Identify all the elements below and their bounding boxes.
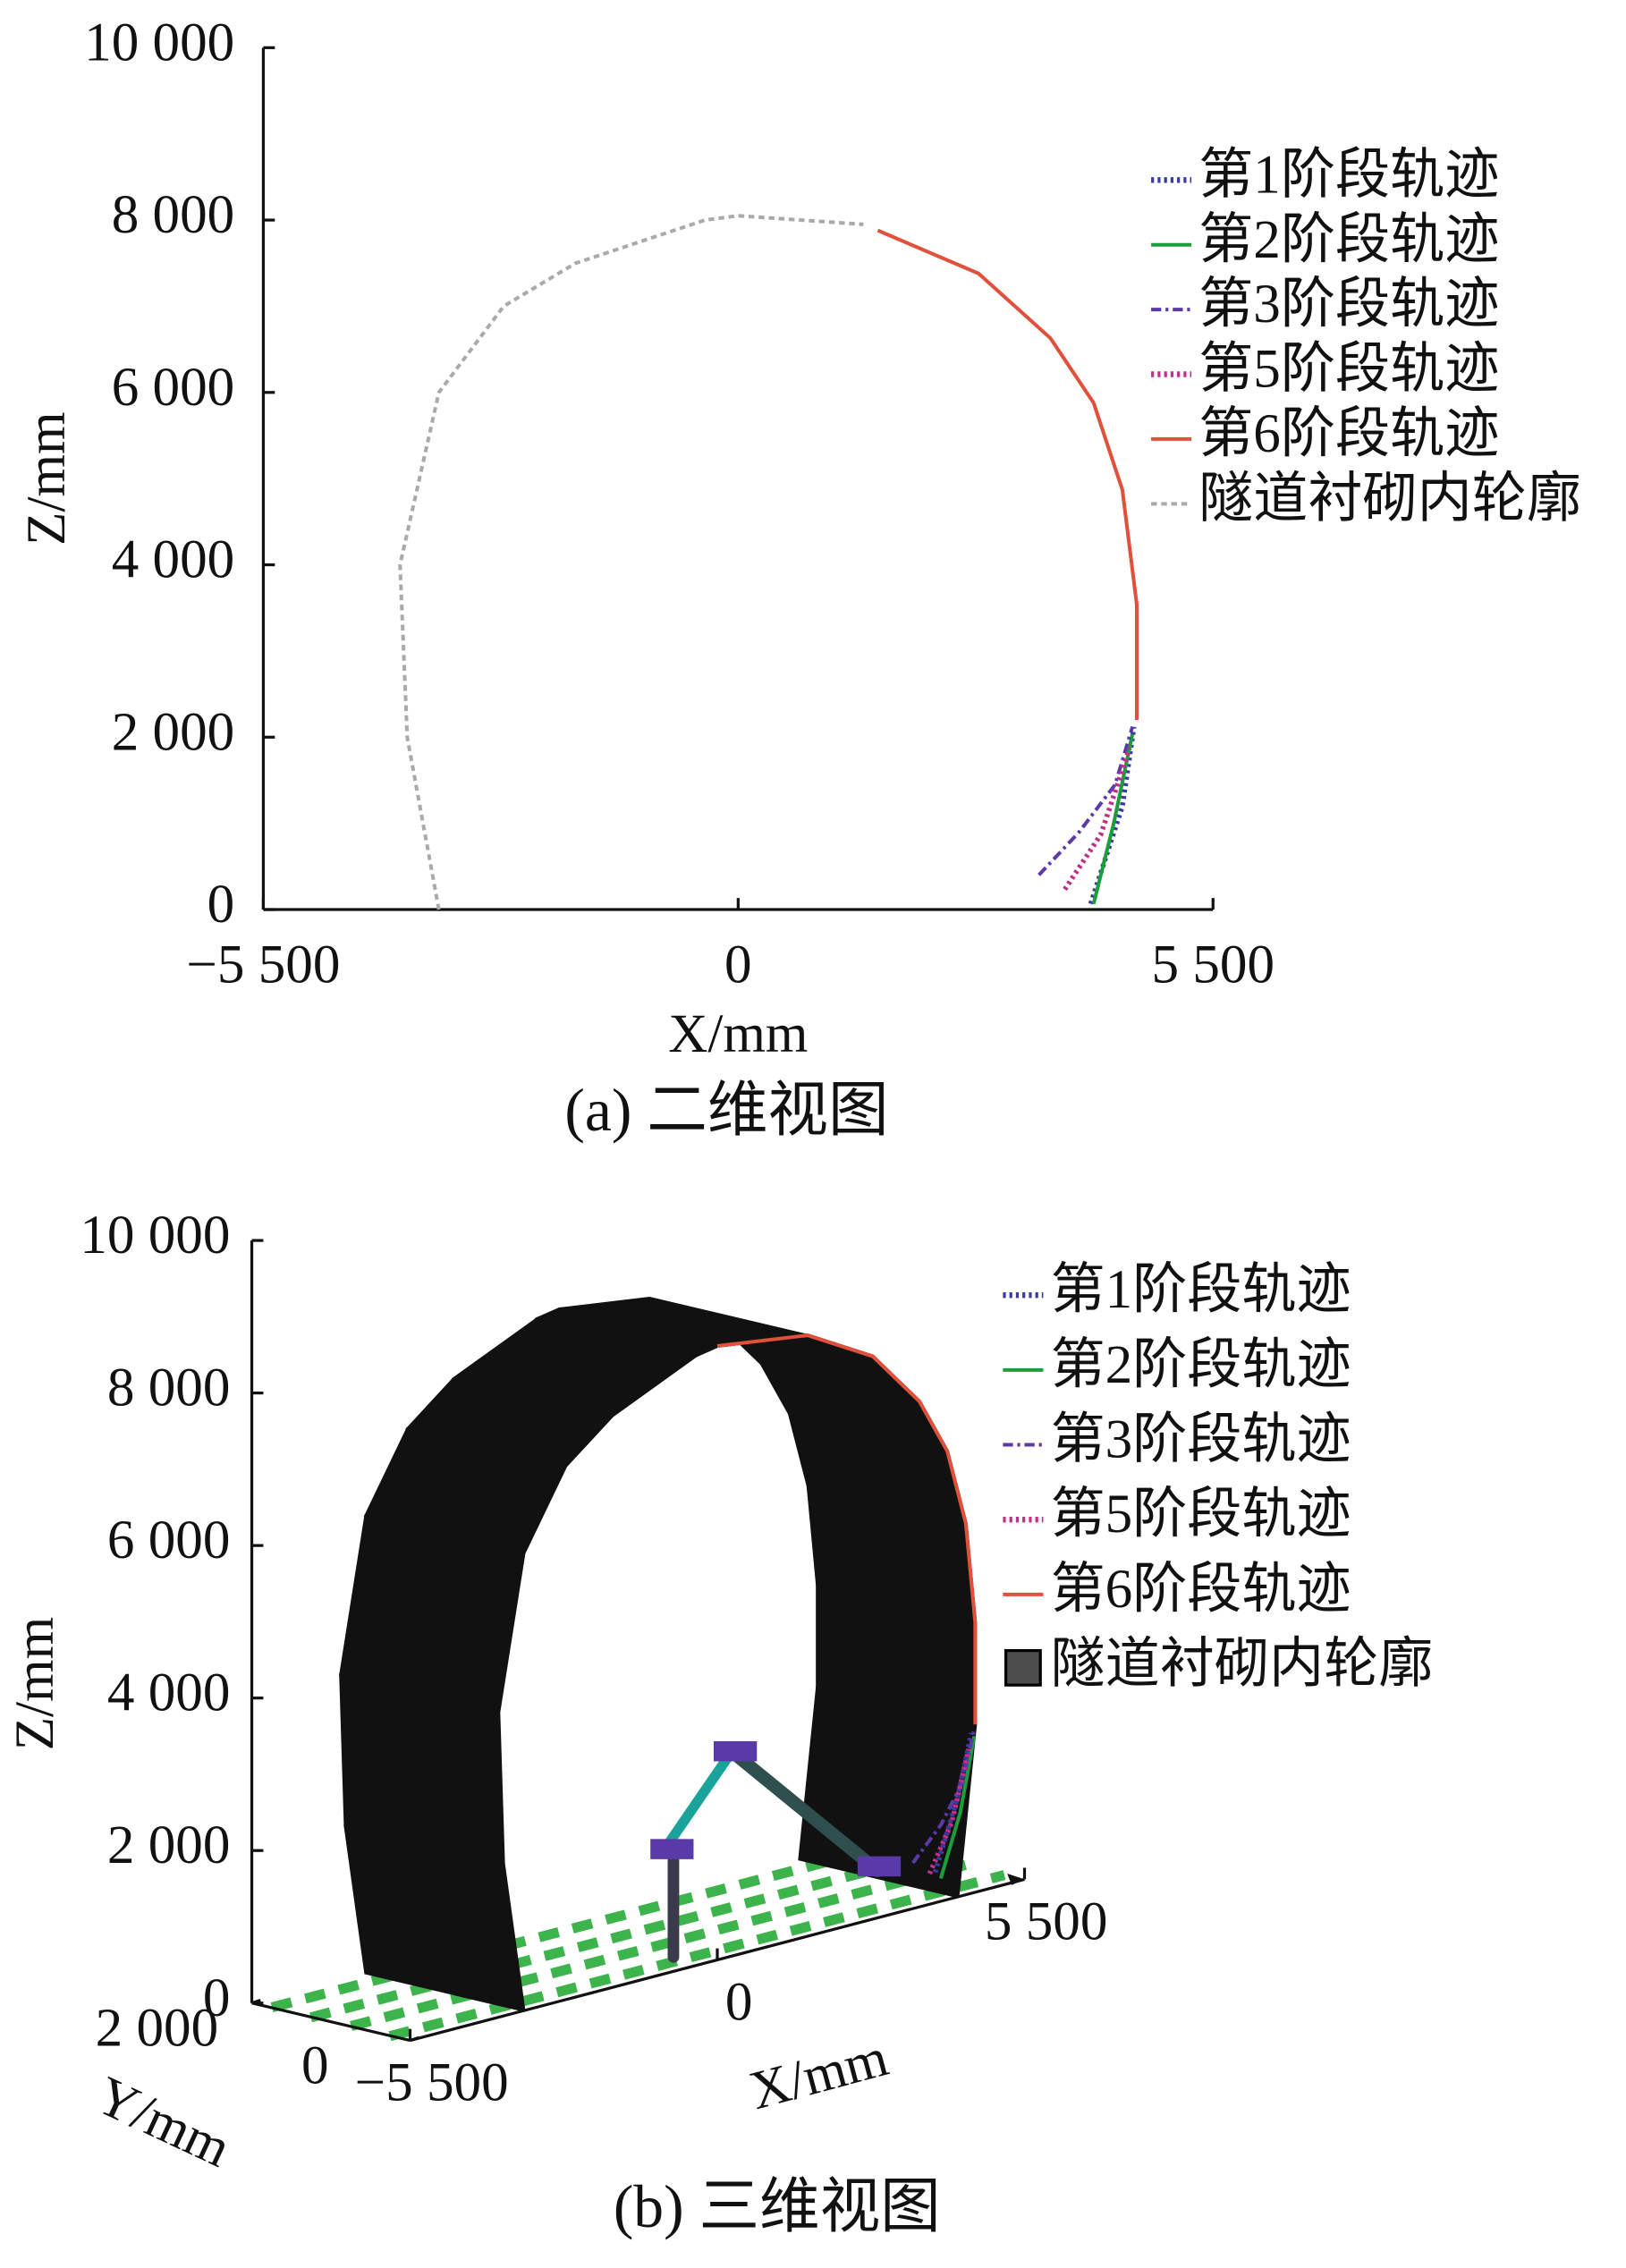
robot-arm xyxy=(650,1740,902,1963)
y-tick-label: 0 xyxy=(301,2035,329,2095)
caption: (a) 二维视图 xyxy=(564,1077,888,1144)
legend-label: 隧道衬砌内轮廓 xyxy=(1198,469,1581,529)
legend-label: 隧道衬砌内轮廓 xyxy=(1050,1635,1433,1695)
y-tick-label: 0 xyxy=(207,875,235,935)
legend-label: 第6阶段轨迹 xyxy=(1198,404,1499,464)
hatch xyxy=(309,1851,927,2023)
hatch xyxy=(270,1841,888,2013)
series-line xyxy=(877,228,1139,720)
x-tick-label: −5 500 xyxy=(186,935,340,995)
hatch xyxy=(350,1859,967,2031)
legend-label: 第2阶段轨迹 xyxy=(1050,1335,1351,1395)
x-axis-arrow xyxy=(1007,1873,1025,1885)
legend-label: 第6阶段轨迹 xyxy=(1050,1560,1351,1620)
hatch xyxy=(388,1870,1006,2042)
x-tick-label: 5 500 xyxy=(985,1892,1108,1952)
y-tick xyxy=(251,1999,261,2005)
x-axis-label: X/mm xyxy=(744,2027,894,2121)
z-tick-label: 4 000 xyxy=(107,1663,231,1723)
legend-label: 第3阶段轨迹 xyxy=(1198,275,1499,334)
y-tick-label: 10 000 xyxy=(84,13,234,72)
series-line xyxy=(1091,733,1135,905)
caption: (b) 三维视图 xyxy=(614,2173,941,2240)
legend-label: 第3阶段轨迹 xyxy=(1050,1410,1351,1470)
series-line xyxy=(398,214,864,910)
z-tick-label: 2 000 xyxy=(107,1815,231,1875)
legend-swatch xyxy=(1004,1648,1042,1687)
z-tick-label: 0 xyxy=(203,1968,231,2028)
y-axis-label: Y/mm xyxy=(88,2066,240,2179)
x-tick-label: −5 500 xyxy=(355,2053,509,2113)
series-line xyxy=(1037,726,1135,876)
z-axis-label: Z/mm xyxy=(5,1617,65,1750)
legend-label: 第1阶段轨迹 xyxy=(1050,1260,1351,1320)
x-tick-label: 5 500 xyxy=(1151,935,1275,995)
legend-label: 第5阶段轨迹 xyxy=(1198,340,1499,400)
series-line xyxy=(927,1748,971,1875)
ground-hatch xyxy=(270,1841,1006,2042)
y-axis xyxy=(251,2001,411,2043)
z-tick-label: 8 000 xyxy=(107,1358,231,1418)
robot-joint xyxy=(857,1856,902,1877)
y-tick-label: 2 000 xyxy=(96,1999,219,2059)
series-line xyxy=(938,1735,977,1879)
legend-label: 第2阶段轨迹 xyxy=(1198,210,1499,270)
robot-joint xyxy=(713,1740,758,1762)
robot-joint xyxy=(650,1839,694,1859)
y-tick-label: 2 000 xyxy=(112,702,235,762)
y-tick-label: 4 000 xyxy=(112,530,235,590)
series-line xyxy=(716,1333,978,1725)
robot-link xyxy=(730,1748,885,1877)
z-tick-label: 10 000 xyxy=(80,1206,230,1265)
series-line xyxy=(1063,747,1132,892)
y-tick xyxy=(410,2035,419,2043)
series-line xyxy=(932,1732,974,1874)
x-tick-label: 0 xyxy=(724,935,752,995)
y-tick-label: 6 000 xyxy=(112,358,235,418)
robot-link xyxy=(659,1748,736,1855)
x-tick-label: 0 xyxy=(725,1973,753,2033)
y-tick-label: 8 000 xyxy=(112,185,235,245)
legend-label: 第5阶段轨迹 xyxy=(1050,1485,1351,1544)
x-axis-label: X/mm xyxy=(668,1004,808,1064)
z-tick-label: 6 000 xyxy=(107,1511,231,1570)
legend-label: 第1阶段轨迹 xyxy=(1198,145,1499,205)
y-axis-label: Z/mm xyxy=(17,411,77,545)
